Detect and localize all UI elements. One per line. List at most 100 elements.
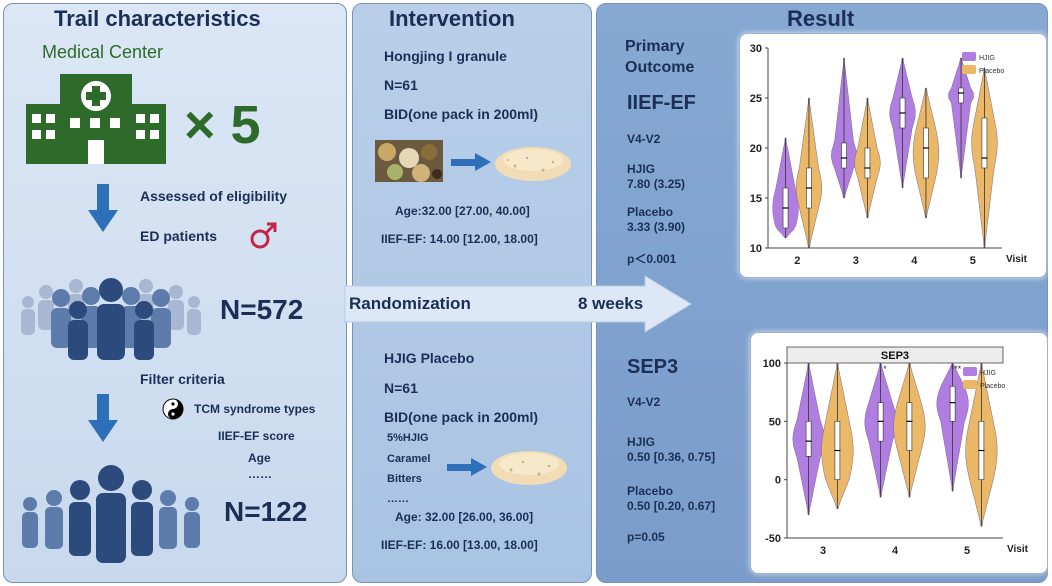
y-tick-label: 15	[750, 193, 762, 205]
legend-label: HJIG	[979, 55, 995, 62]
placebo-iief: IIEF-EF: 16.00 [13.00, 18.00]	[381, 538, 538, 552]
trail-characteristics-panel: Trail characteristics Medical Center × 5…	[3, 3, 347, 583]
violin-box	[958, 87, 964, 104]
sep-hjig-label: HJIG	[627, 435, 656, 449]
y-tick-label: -50	[765, 533, 781, 545]
n-final-label: N=122	[224, 496, 308, 527]
iief-violin-svg: 10 15 20 25 30 2 3 4 5 Visit HJIG Placebo	[750, 43, 1028, 267]
iief-p-value: p＜0.001	[627, 252, 677, 266]
selected-crowd-icon	[22, 465, 200, 563]
placebo-age: Age: 32.00 [26.00, 36.00]	[395, 510, 534, 524]
y-tick-label: 25	[750, 93, 762, 105]
placebo-ingredient: Bitters	[387, 473, 422, 485]
sep-p-value: p=0.05	[627, 530, 665, 544]
sep-placebo-label: Placebo	[627, 484, 674, 498]
sep3-violin-chart: SEP3 -50 0 50 100 3 4 5 Visit HJIG Placebo * ***	[750, 332, 1048, 574]
medical-center-label: Medical Center	[42, 42, 164, 62]
iief-hjig-value: 7.80 (3.25)	[627, 177, 686, 191]
drug-iief: IIEF-EF: 14.00 [12.00, 18.00]	[381, 232, 538, 246]
legend-swatch	[963, 367, 977, 376]
violin-box	[906, 402, 913, 451]
panel-title: Intervention	[389, 6, 515, 31]
y-tick-label: 50	[769, 416, 781, 428]
x-tick-label: 4	[892, 545, 899, 557]
legend-label: Placebo	[979, 68, 1004, 75]
x-tick-label: 4	[911, 255, 918, 267]
significance-marker: *	[883, 364, 887, 374]
violin-box	[923, 127, 929, 179]
right-arrow-icon	[451, 153, 491, 171]
drug-name: Hongjing I granule	[384, 48, 507, 64]
y-tick-label: 0	[775, 475, 781, 487]
placebo-ingredient: Caramel	[387, 453, 431, 465]
significance-marker: ***	[951, 364, 962, 374]
filter-item-age: Age	[248, 451, 271, 465]
herbs-image	[375, 140, 443, 182]
iief-change: V4-V2	[627, 132, 661, 146]
iief-violin-chart: 10 15 20 25 30 2 3 4 5 Visit HJIG Placebo	[739, 33, 1047, 278]
x-axis-label: Visit	[1006, 254, 1028, 265]
sep-change: V4-V2	[627, 395, 661, 409]
drug-n: N=61	[384, 77, 418, 93]
legend-swatch	[963, 380, 977, 389]
placebo-name: HJIG Placebo	[384, 350, 475, 366]
drug-age: Age:32.00 [27.00, 40.00]	[395, 204, 530, 218]
yin-yang-icon	[162, 398, 184, 420]
duration-label: 8 weeks	[578, 294, 644, 313]
legend-label: Placebo	[980, 383, 1005, 390]
iief-placebo-value: 3.33 (3.90)	[627, 220, 686, 234]
filter-criteria-title: Filter criteria	[140, 371, 225, 387]
panel-title: Trail characteristics	[54, 6, 261, 31]
sep-placebo-value: 0.50 [0.20, 0.67]	[627, 499, 716, 513]
center-multiplier: × 5	[184, 95, 261, 155]
ed-patients-label: ED patients	[140, 228, 218, 244]
primary-outcome-line2: Outcome	[625, 59, 695, 76]
panel-title: Result	[787, 6, 855, 31]
chart-title: SEP3	[881, 350, 909, 362]
iief-placebo-label: Placebo	[627, 205, 674, 219]
x-axis-label: Visit	[1007, 544, 1029, 555]
male-symbol-icon	[250, 222, 277, 249]
right-arrow-icon	[447, 458, 487, 476]
patient-crowd-icon	[21, 278, 201, 360]
placebo-n: N=61	[384, 380, 418, 396]
assessed-label: Assessed of eligibility	[140, 188, 288, 204]
down-arrow-icon	[88, 394, 118, 442]
granule-powder-icon	[491, 451, 567, 485]
placebo-ingredient: 5%HJIG	[387, 432, 429, 444]
filter-item-more: ……	[248, 467, 272, 481]
y-tick-label: 10	[750, 243, 762, 255]
filter-item-iief: IIEF-EF score	[218, 429, 295, 443]
y-tick-label: 100	[763, 358, 781, 370]
x-tick-label: 3	[820, 545, 826, 557]
randomization-label: Randomization	[349, 294, 471, 313]
legend-swatch	[962, 52, 976, 61]
y-tick-label: 30	[750, 43, 762, 55]
sep3-title-strip	[786, 346, 1004, 364]
placebo-dose: BID(one pack in 200ml)	[384, 409, 539, 425]
violin-box	[864, 147, 871, 179]
n-total-label: N=572	[220, 294, 304, 325]
violin-box	[805, 421, 812, 457]
hospital-icon	[26, 74, 166, 164]
iief-title: IIEF-EF	[627, 92, 696, 114]
randomization-arrow	[344, 275, 692, 333]
legend-label: HJIG	[980, 370, 996, 377]
down-arrow-icon	[88, 184, 118, 232]
x-tick-label: 5	[964, 545, 970, 557]
y-tick-label: 20	[750, 143, 762, 155]
placebo-ingredient: ……	[387, 493, 409, 505]
iief-hjig-label: HJIG	[627, 162, 656, 176]
filter-item-tcm: TCM syndrome types	[194, 402, 316, 416]
violin-box	[841, 142, 847, 169]
legend-swatch	[962, 65, 976, 74]
x-tick-label: 5	[970, 255, 976, 267]
violin-box	[949, 386, 956, 422]
granule-powder-icon	[495, 147, 571, 181]
sep-title: SEP3	[627, 356, 679, 378]
drug-dose: BID(one pack in 200ml)	[384, 106, 539, 122]
x-tick-label: 2	[794, 255, 800, 267]
violin-box	[981, 117, 988, 169]
x-tick-label: 3	[853, 255, 859, 267]
